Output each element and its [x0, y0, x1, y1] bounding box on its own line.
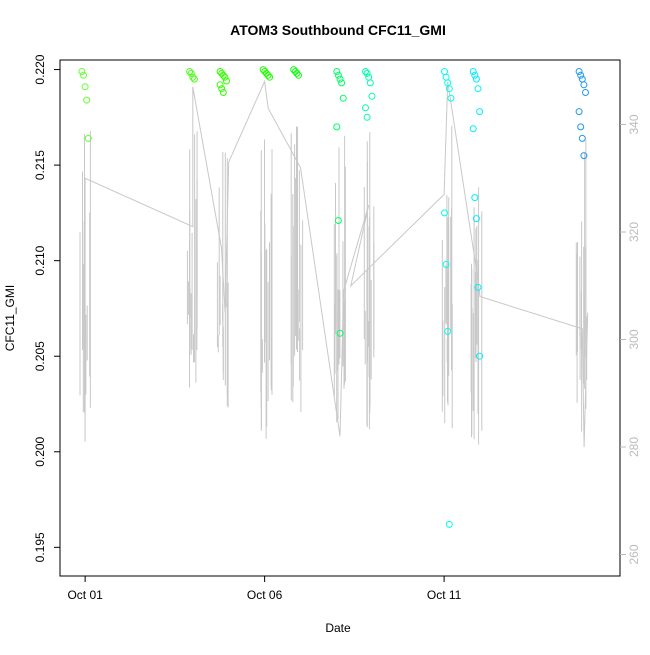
data-point — [471, 71, 479, 79]
data-point — [442, 261, 450, 268]
data-point — [580, 152, 588, 160]
data-point — [80, 71, 87, 79]
y-tick-label: 0.195 — [33, 532, 47, 562]
data-point — [262, 69, 270, 77]
data-point — [334, 71, 342, 79]
chart-title: ATOM3 Southbound CFC11_GMI — [230, 22, 446, 38]
data-point — [259, 66, 267, 74]
data-point — [575, 68, 583, 75]
data-point — [580, 81, 588, 89]
x-tick-label: Oct 06 — [247, 588, 283, 602]
y-axis-label: CFC11_GMI — [3, 285, 17, 351]
data-point — [190, 75, 198, 83]
y2-tick-label: 280 — [627, 437, 641, 457]
data-point — [441, 209, 448, 217]
data-point — [264, 71, 272, 79]
y-tick-label: 0.210 — [33, 245, 47, 275]
data-point — [84, 134, 92, 142]
data-point — [577, 71, 585, 79]
data-point — [366, 79, 374, 87]
data-point — [216, 68, 224, 75]
data-point — [186, 68, 194, 75]
data-point — [469, 68, 477, 75]
data-point — [78, 68, 86, 75]
y2-tick-label: 320 — [627, 222, 641, 242]
data-point — [471, 194, 479, 202]
data-point — [290, 66, 298, 74]
data-point — [363, 69, 371, 77]
data-point — [261, 68, 269, 75]
data-point — [575, 108, 583, 116]
data-point — [218, 85, 226, 93]
plot-frame — [59, 59, 621, 577]
data-point — [336, 329, 344, 337]
data-point — [582, 89, 589, 96]
data-point — [444, 327, 452, 335]
data-point — [474, 85, 482, 93]
data-point — [442, 73, 450, 81]
data-point — [469, 125, 477, 133]
data-point — [362, 104, 369, 112]
data-point — [83, 96, 91, 104]
data-point — [472, 215, 480, 223]
data-point — [333, 123, 341, 131]
data-point — [338, 79, 346, 87]
data-point — [189, 73, 197, 81]
data-point — [339, 94, 347, 102]
data-point — [336, 75, 344, 83]
x-tick-label: Oct 11 — [427, 588, 462, 602]
data-point — [334, 217, 342, 224]
data-point — [219, 89, 227, 96]
y2-tick-label: 300 — [627, 329, 641, 349]
y-tick-label: 0.220 — [33, 54, 47, 84]
data-point — [219, 71, 227, 79]
data-point — [81, 83, 89, 91]
data-point — [333, 68, 341, 75]
data-point — [445, 85, 453, 93]
x-tick-label: Oct 01 — [67, 588, 103, 602]
data-point — [218, 69, 226, 77]
data-point — [223, 77, 230, 85]
data-point — [445, 520, 453, 528]
data-point — [447, 94, 455, 102]
x-axis-label: Date — [325, 621, 351, 635]
y-tick-label: 0.205 — [33, 341, 47, 371]
line-layer — [79, 79, 589, 448]
data-point — [295, 71, 302, 79]
data-point — [476, 108, 484, 116]
data-point — [472, 75, 480, 83]
data-point — [187, 69, 195, 77]
y-tick-label: 0.200 — [33, 436, 47, 466]
data-point — [216, 81, 224, 89]
data-point — [578, 134, 586, 142]
data-point — [578, 75, 586, 83]
y-tick-label: 0.215 — [33, 150, 47, 180]
points-layer — [78, 66, 589, 528]
data-point — [221, 73, 229, 81]
data-point — [363, 113, 371, 121]
data-point — [577, 123, 585, 131]
data-point — [441, 68, 448, 75]
y2-tick-label: 340 — [627, 114, 641, 134]
data-point — [362, 68, 369, 75]
data-point — [291, 68, 299, 75]
axes-layer: Oct 01 Oct 06 Oct 11 0.195 0.200 0.205 0.210 0.… — [33, 54, 641, 602]
y2-tick-label: 260 — [627, 544, 641, 564]
data-point — [476, 352, 484, 360]
data-point — [293, 69, 301, 77]
data-point — [266, 73, 274, 81]
data-point — [365, 73, 373, 81]
data-point — [474, 283, 482, 291]
data-point — [368, 92, 376, 100]
